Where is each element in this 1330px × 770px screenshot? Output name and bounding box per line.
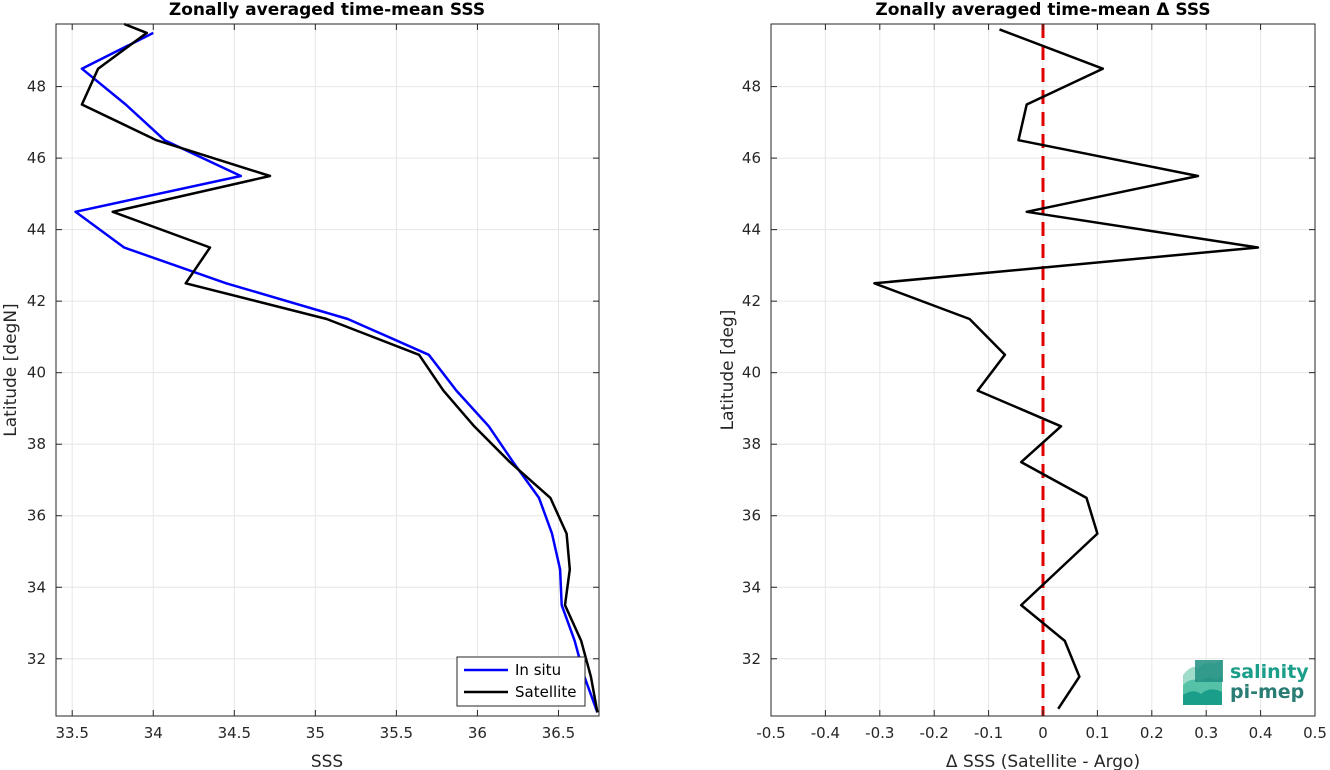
logo-text-salinity: salinity (1230, 661, 1309, 683)
y-tick-label: 32 (742, 650, 761, 668)
y-tick-label: 36 (27, 507, 46, 525)
right-axes-delta-sss: -0.5 -0.4 -0.3 -0.2 -0.1 0 0.1 0.2 0.3 0.4 0.5 32 34… (718, 0, 1327, 770)
y-tick-label: 36 (742, 507, 761, 525)
x-tick-label: 0.1 (1085, 724, 1109, 742)
y-tick-label: 34 (742, 578, 761, 596)
y-tick-label: 42 (742, 292, 761, 310)
legend-label-in-situ: In situ (515, 661, 561, 679)
x-tick-label: 36 (468, 724, 487, 742)
left-plot-area (56, 24, 599, 716)
y-tick-label: 44 (27, 221, 46, 239)
x-tick-label: 0.3 (1194, 724, 1218, 742)
logo-wave-icon (1183, 660, 1223, 705)
y-tick-label: 42 (27, 292, 46, 310)
right-ticks: -0.5 -0.4 -0.3 -0.2 -0.1 0 0.1 0.2 0.3 0.4 0.5 32 34… (742, 24, 1327, 742)
y-tick-label: 48 (742, 78, 761, 96)
y-tick-label: 46 (27, 149, 46, 167)
y-tick-label: 48 (27, 78, 46, 96)
legend: In situ Satellite (456, 656, 586, 707)
x-tick-label: 35 (306, 724, 325, 742)
x-tick-label: 0.4 (1249, 724, 1273, 742)
y-tick-label: 40 (27, 364, 46, 382)
y-tick-label: 34 (27, 578, 46, 596)
left-y-axis-label: Latitude [degN] (1, 303, 21, 436)
x-tick-label: 34.5 (218, 724, 251, 742)
y-tick-label: 32 (27, 650, 46, 668)
series-line-series-0 (873, 28, 1260, 710)
x-tick-label: 0.2 (1140, 724, 1164, 742)
x-tick-label: 33.5 (56, 724, 89, 742)
x-tick-label: 34 (144, 724, 163, 742)
left-axes-box (55, 23, 600, 717)
y-tick-label: 44 (742, 221, 761, 239)
x-tick-label: -0.1 (974, 724, 1003, 742)
legend-label-satellite: Satellite (515, 683, 576, 701)
left-chart-title: Zonally averaged time-mean SSS (169, 0, 485, 20)
left-series-lines (74, 22, 599, 713)
right-y-axis-label: Latitude [deg] (718, 310, 738, 431)
x-tick-label: -0.5 (756, 724, 785, 742)
x-tick-label: 0.5 (1303, 724, 1327, 742)
right-chart-title: Zonally averaged time-mean Δ SSS (875, 0, 1210, 20)
left-axes-sss: 33.5 34 34.5 35 35.5 36 36.5 32 34 36 38 40 42 44 46 48… (1, 0, 600, 770)
y-tick-label: 46 (742, 149, 761, 167)
y-tick-label: 38 (742, 435, 761, 453)
right-series-lines (873, 28, 1260, 710)
x-tick-label: -0.2 (920, 724, 949, 742)
x-tick-label: -0.4 (811, 724, 840, 742)
x-tick-label: 0 (1038, 724, 1048, 742)
left-grid (56, 24, 599, 716)
salinity-pi-mep-logo: salinity pi-mep (1183, 660, 1309, 705)
series-line-satellite (80, 22, 599, 713)
right-x-axis-label: Δ SSS (Satellite - Argo) (946, 752, 1140, 770)
logo-text-pi-mep: pi-mep (1230, 681, 1304, 703)
y-tick-label: 38 (27, 435, 46, 453)
left-x-axis-label: SSS (311, 752, 343, 770)
x-tick-label: -0.3 (865, 724, 894, 742)
left-ticks: 33.5 34 34.5 35 35.5 36 36.5 32 34 36 38 40 42 44 46 48 (27, 24, 599, 742)
legend-box (456, 656, 586, 707)
y-tick-label: 40 (742, 364, 761, 382)
x-tick-label: 36.5 (542, 724, 575, 742)
x-tick-label: 35.5 (380, 724, 413, 742)
